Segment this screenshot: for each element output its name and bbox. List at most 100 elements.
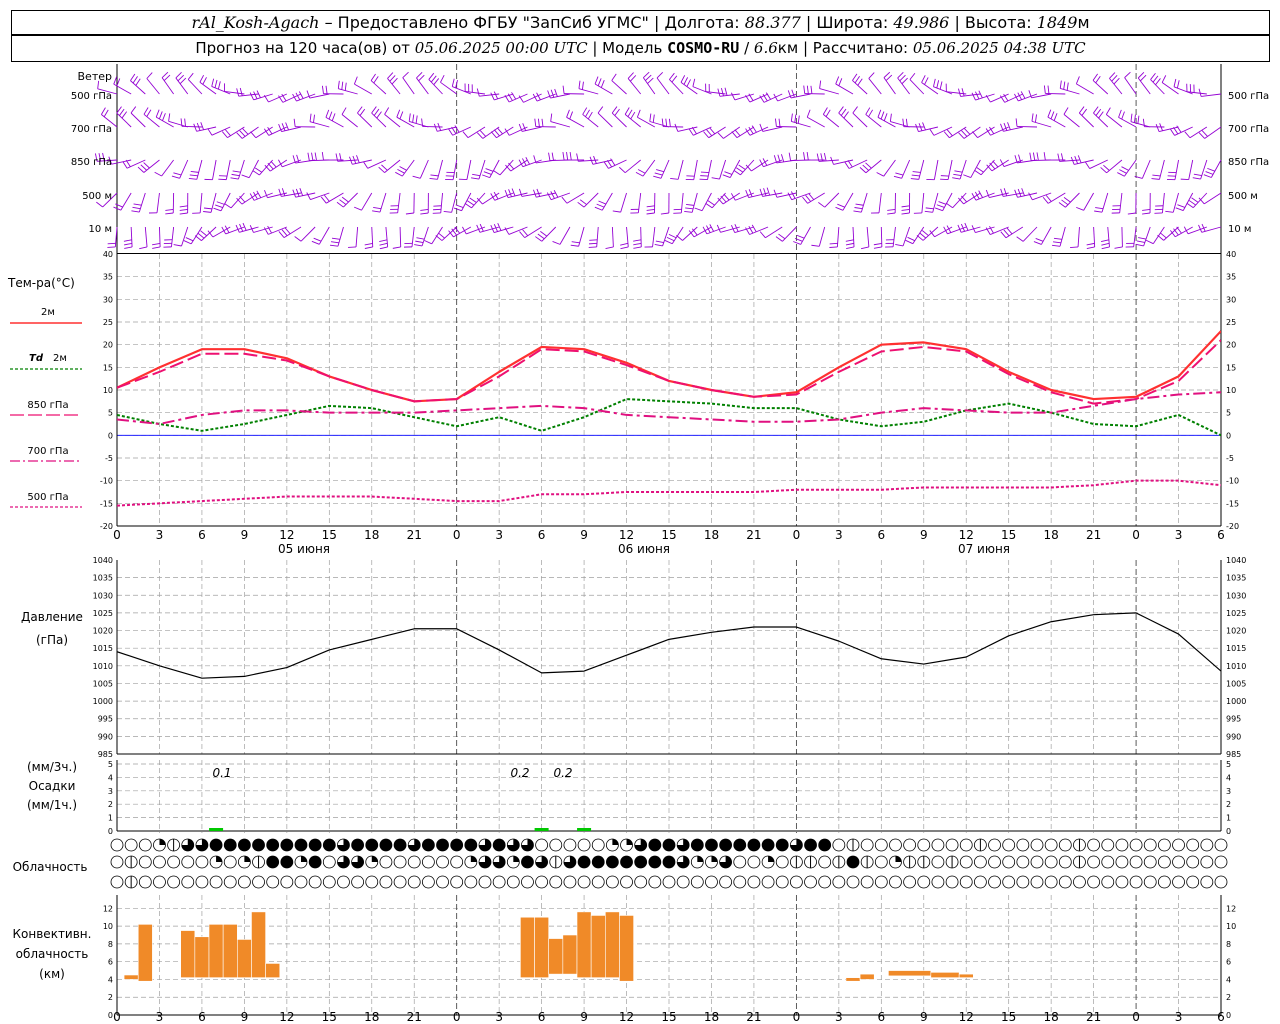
convective-bar	[859, 973, 875, 980]
wind-barb-feather	[720, 195, 727, 203]
wind-barb-feather	[314, 152, 317, 161]
cloud-circle	[775, 838, 789, 852]
wind-barb-staff	[268, 93, 288, 103]
wind-barb-feather	[325, 85, 328, 94]
cloud-circle	[421, 855, 435, 869]
conv-tick-right: 10	[1226, 922, 1236, 931]
wind-barb-feather	[975, 91, 980, 100]
wind-barb-staff	[1174, 126, 1193, 136]
wind-barb-feather	[249, 92, 254, 101]
pressure-tick-left: 995	[98, 715, 113, 724]
wind-barb-feather	[196, 122, 201, 131]
wind-barb-staff	[989, 226, 1009, 235]
wind-barb-feather	[971, 92, 976, 101]
wind-barb-feather	[612, 210, 621, 213]
wind-barb-feather	[1075, 76, 1080, 85]
wind-barb-feather	[504, 128, 510, 136]
wind-barb-feather	[194, 235, 202, 241]
wind-barb-staff	[693, 126, 712, 136]
wind-barb-feather	[1015, 118, 1018, 127]
wind-barb-feather	[1198, 88, 1202, 97]
wind-barb-staff	[199, 81, 217, 95]
wind-barb-feather	[668, 118, 671, 127]
cloud-circle	[1172, 838, 1185, 852]
pressure-tick-left: 1000	[93, 697, 113, 706]
wind-barb-feather	[168, 113, 171, 122]
cloud-circle	[181, 875, 195, 889]
wind-barb-feather	[533, 155, 537, 164]
wind-barb-feather	[479, 130, 487, 137]
wind-barb-feather	[1191, 197, 1199, 203]
wind-barb-feather	[775, 118, 777, 127]
wind-barb-feather	[964, 222, 969, 231]
wind-barb-feather	[1000, 188, 1004, 197]
wind-level-10m-right: 10 м	[1228, 224, 1251, 235]
cloud-circle	[110, 838, 124, 852]
wind-barb-staff	[1159, 159, 1165, 180]
wind-barb-feather	[249, 225, 254, 233]
wind-barb-staff	[566, 192, 585, 204]
wind-barb-feather	[281, 229, 288, 236]
wind-barb-feather	[135, 78, 141, 86]
temp-tick-left: 0	[108, 431, 113, 440]
wind-barb-feather	[293, 118, 296, 127]
wind-barb-feather	[116, 106, 122, 114]
wind-barb-feather	[895, 172, 904, 176]
wind-barb-staff	[489, 159, 500, 178]
wind-barb-staff	[942, 192, 953, 211]
wind-barb-feather	[146, 109, 152, 117]
wind-barb-feather	[1020, 91, 1026, 99]
wind-barb-feather	[1203, 174, 1212, 178]
conv-title-1: Конвективн.	[13, 927, 92, 941]
wind-barb-feather	[652, 114, 655, 123]
pressure-tick-left: 1035	[93, 574, 113, 583]
wind-barb-feather	[939, 81, 943, 90]
wind-barb-feather	[855, 203, 864, 206]
calc-label: Рассчитано:	[812, 39, 913, 57]
cloud-circle	[294, 838, 308, 852]
hour-tick-label: 18	[364, 528, 379, 542]
wind-barb-feather	[1017, 92, 1023, 100]
wind-barb-feather	[281, 93, 287, 102]
wind-barb-feather	[883, 71, 891, 78]
hour-tick-label: 12	[279, 528, 294, 542]
cloud-circle	[648, 838, 662, 852]
wind-barb-feather	[952, 177, 961, 180]
pressure-tick-right: 1010	[1226, 662, 1246, 671]
wind-barb-feather	[1014, 93, 1019, 102]
convective-bar	[208, 924, 224, 978]
wind-barb-feather	[451, 228, 457, 236]
cloud-circle	[280, 855, 294, 869]
wind-barb-feather	[278, 95, 284, 103]
wind-barb-feather	[676, 235, 683, 241]
wind-barb-feather	[163, 74, 171, 81]
wind-barb-staff	[963, 192, 981, 205]
cloud-circle	[478, 875, 492, 889]
pressure-tick-right: 1020	[1226, 627, 1246, 636]
wind-barb-feather	[978, 90, 983, 99]
cloud-circle	[1157, 875, 1171, 889]
wind-barb-feather	[1183, 226, 1189, 234]
hour-tick-label-bottom: 3	[156, 1010, 164, 1024]
wind-barb-feather	[843, 111, 849, 119]
wind-barb-feather	[844, 161, 850, 169]
wind-barb-feather	[880, 111, 885, 120]
wind-barb-staff	[975, 226, 995, 233]
wind-barb-feather	[177, 74, 185, 82]
wind-barb-staff	[1047, 116, 1066, 128]
wind-barb-feather	[1198, 132, 1205, 139]
day-label-05: 05 июня	[278, 542, 330, 556]
wind-barb-staff	[175, 77, 189, 95]
labels-layer: Ветер 500 гПа 700 гПа 850 гПа 500 м 10 м…	[7, 70, 1269, 981]
wind-barb-feather	[1042, 196, 1049, 204]
precip-annotation-1: 0.1	[212, 766, 231, 780]
model-name: COSMO-RU	[667, 39, 740, 57]
wind-barb-feather	[155, 109, 160, 118]
day-label-07: 07 июня	[958, 542, 1010, 556]
wind-barb-feather	[354, 206, 362, 211]
wind-barb-feather	[999, 95, 1006, 103]
wind-barb-feather	[909, 72, 916, 80]
cloud-circle	[1101, 855, 1115, 869]
wind-barb-feather	[958, 88, 961, 97]
wind-barb-feather	[408, 113, 411, 122]
